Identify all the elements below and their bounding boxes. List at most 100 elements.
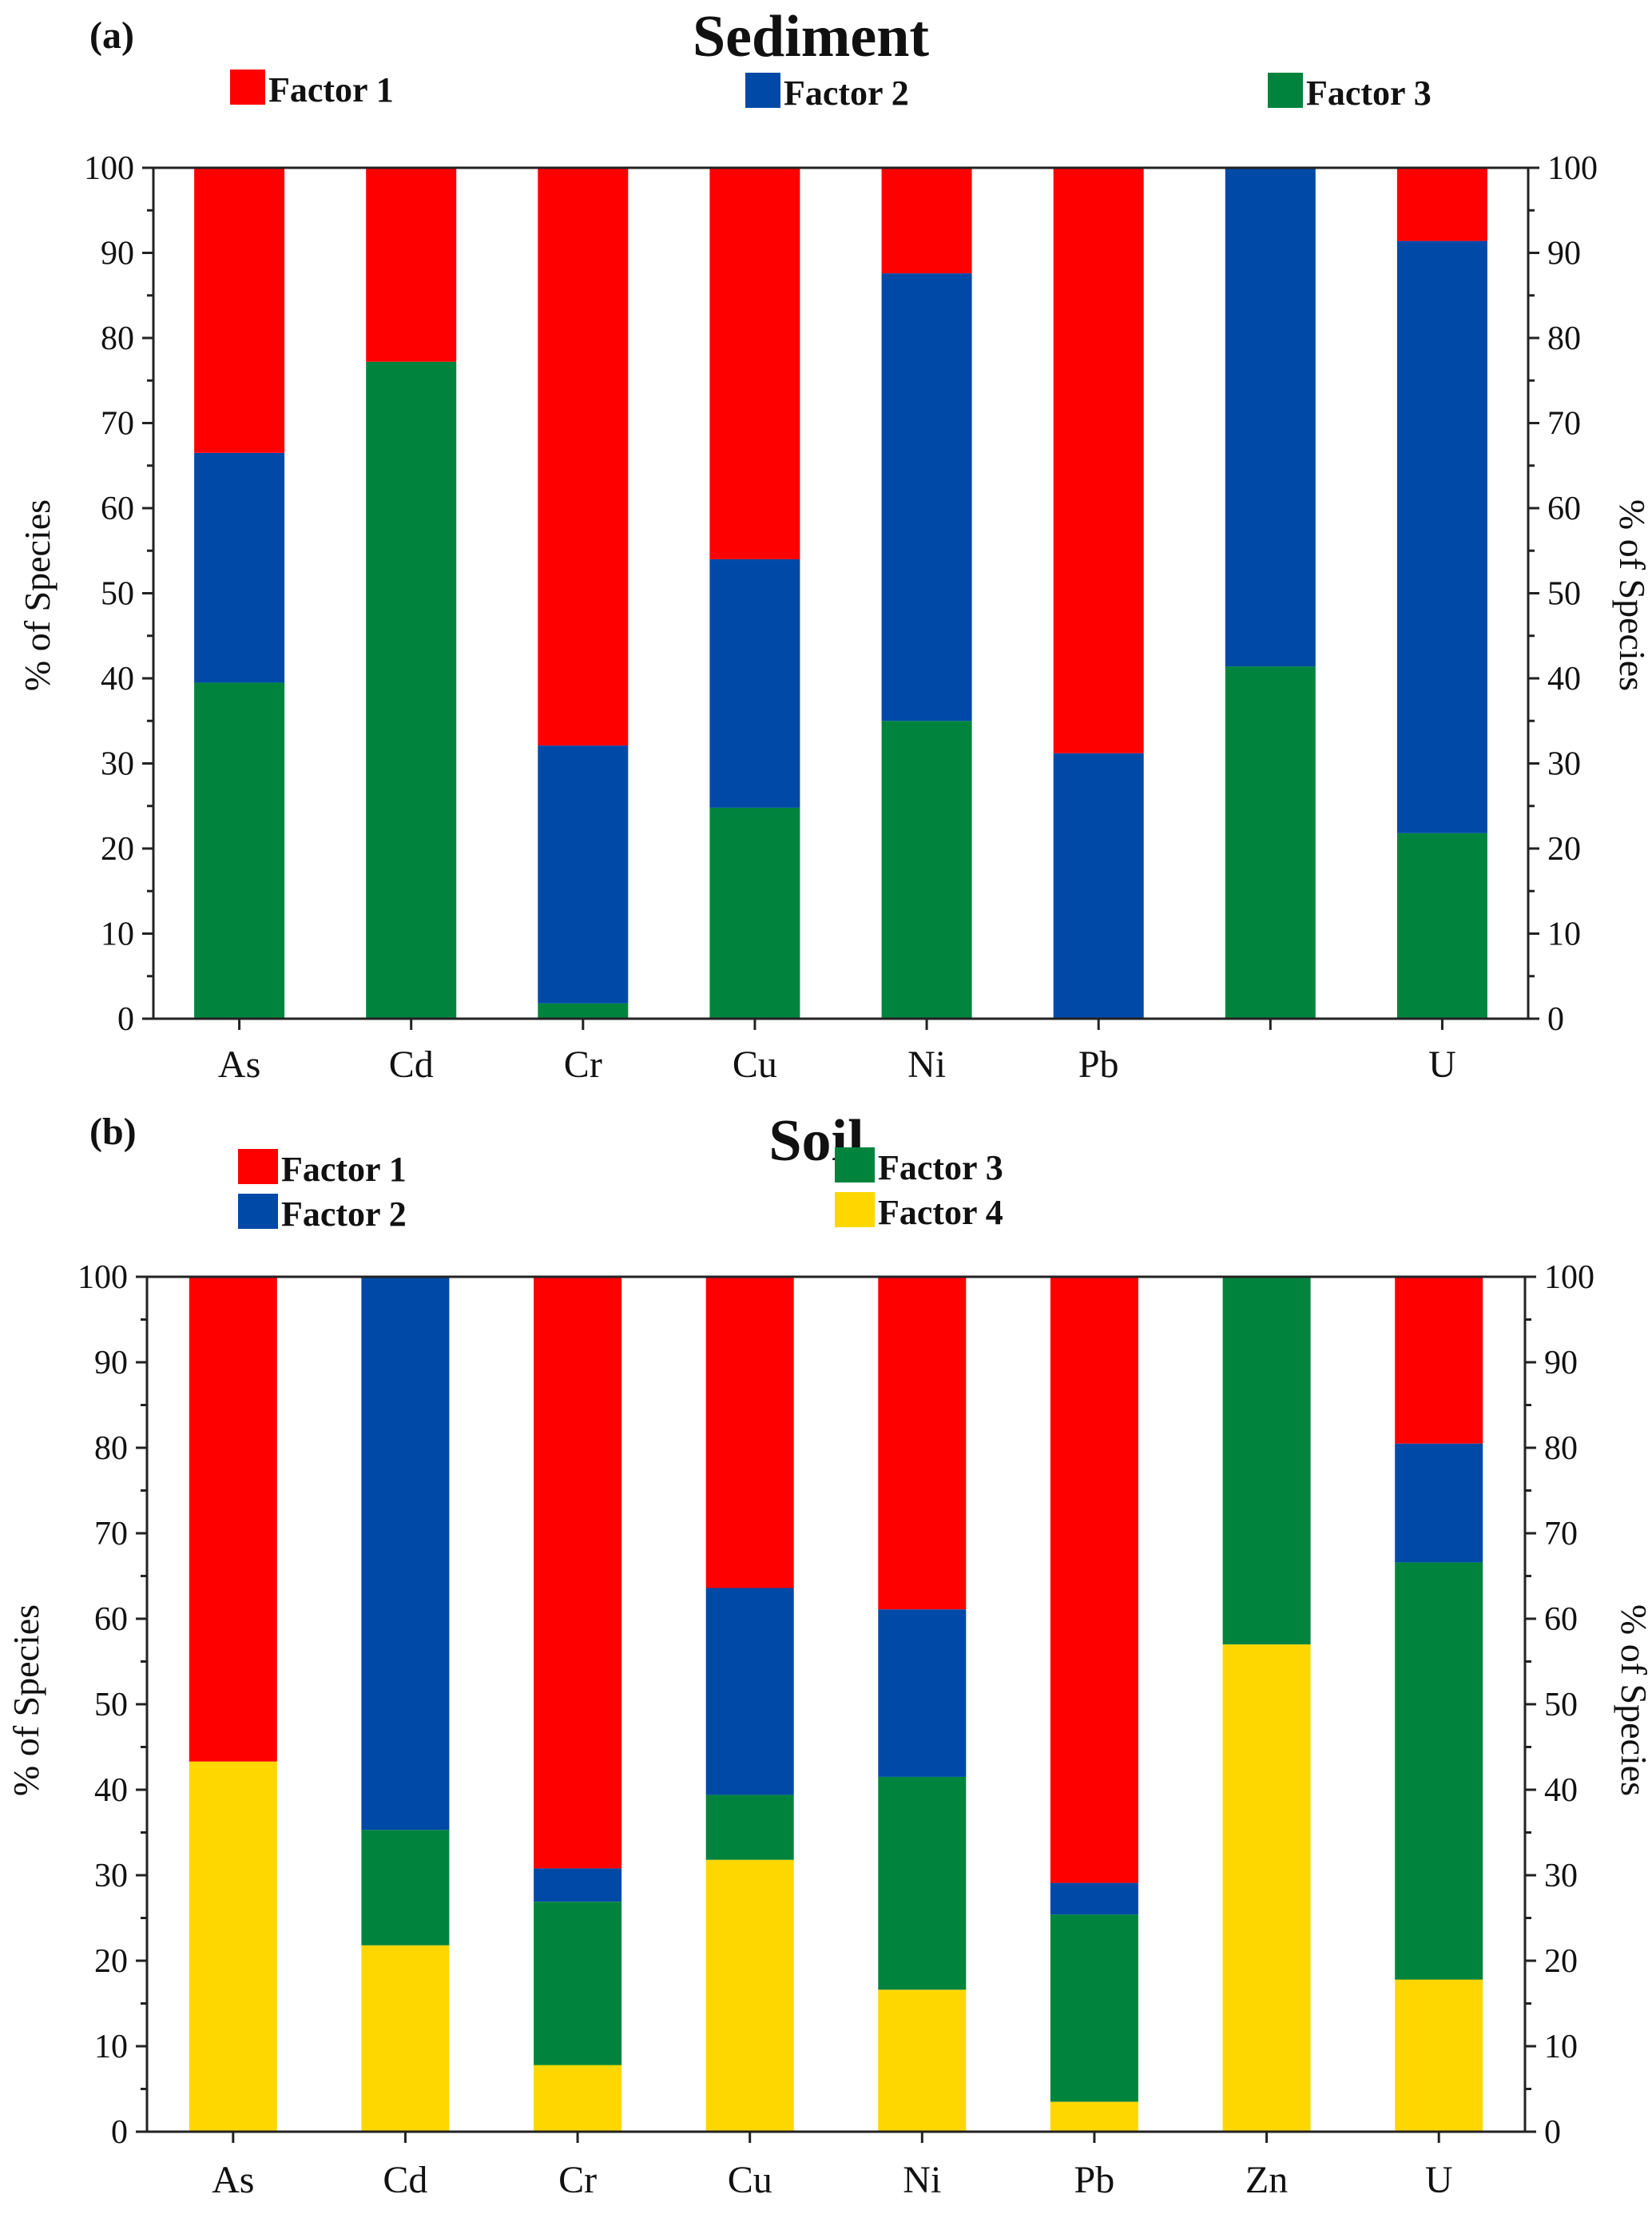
legend-swatch [238, 1149, 278, 1184]
legend-label: Factor 4 [878, 1193, 1003, 1232]
bar-segment-As-factor2 [194, 452, 285, 683]
y-tick-label-right: 70 [1544, 1516, 1578, 1552]
plot-frame [152, 166, 1530, 1020]
y-tick-label-left: 10 [101, 916, 134, 953]
bar-segment-Cr-factor2 [534, 1868, 622, 1902]
y-tick-label-right: 100 [1547, 150, 1598, 187]
y-tick-label-right: 40 [1544, 1772, 1578, 1809]
bar-segment-Cu-factor3 [705, 1795, 794, 1860]
x-tick-label: Cd [389, 1043, 434, 1086]
legend-swatch [230, 70, 265, 105]
legend-label: Factor 1 [281, 1150, 407, 1189]
bar-segment-Cr-factor1 [538, 168, 629, 746]
y-tick-label-left: 80 [94, 1430, 128, 1467]
axes: 0 0 10 10 20 20 30 30 40 40 50 50 60 60 70 70 80 80 90 90 10… [84, 150, 1598, 1038]
bar-segment-Cd-factor1 [366, 168, 457, 362]
legend-swatch [835, 1147, 875, 1183]
y-tick-label-right: 60 [1547, 491, 1581, 527]
y-tick-label-left: 70 [94, 1516, 128, 1552]
y-tick-label-right: 20 [1544, 1943, 1578, 1980]
bars: As Cd Cr Cu Ni Pb Zn U [189, 1277, 1483, 2201]
y-axis-label-right: % of Species [1614, 1604, 1652, 1796]
bar-segment-Zn-factor3 [1222, 1277, 1311, 1645]
bar-segment-Cr-factor2 [538, 745, 629, 1004]
bar-segment-Ni-factor2 [881, 273, 972, 721]
bar-segment-Cu-factor1 [705, 1277, 794, 1588]
x-tick-label: Pb [1078, 1043, 1119, 1086]
x-tick-label: Ni [903, 2159, 941, 2201]
bar-segment-Cr-factor3 [534, 1902, 622, 2065]
y-tick-label-left: 0 [117, 1001, 134, 1038]
panel-sediment: (a) Sediment Factor 1 Factor 2 Factor 3 As… [17, 4, 1652, 1086]
legend-swatch [238, 1194, 278, 1229]
legend-label: Factor 3 [1306, 74, 1432, 113]
bar-segment-Ni-factor4 [878, 1989, 967, 2132]
y-tick-label-left: 20 [101, 831, 134, 868]
y-tick-label-left: 70 [101, 406, 134, 443]
legend: Factor 1 Factor 2 Factor 3 Factor 4 [238, 1147, 1003, 1234]
legend-swatch [1268, 73, 1303, 108]
y-tick-label-left: 90 [101, 236, 134, 272]
y-tick-label-left: 10 [94, 2029, 128, 2065]
y-tick-label-right: 0 [1544, 2114, 1561, 2151]
legend-label: Factor 3 [878, 1148, 1003, 1187]
legend-swatch [835, 1192, 875, 1227]
bar-segment-As-factor1 [189, 1277, 277, 1762]
y-tick-label-right: 50 [1547, 576, 1581, 613]
bars: As Cd Cr Cu Ni Pb U [194, 168, 1487, 1086]
legend-swatch [745, 73, 780, 108]
bar-segment-Pb-factor3 [1050, 1914, 1138, 2102]
bar-segment-Cd-factor3 [366, 361, 457, 1019]
bar-segment-U-factor1 [1395, 1277, 1483, 1444]
legend-label: Factor 2 [784, 74, 909, 113]
bar-segment-U-factor3 [1396, 833, 1487, 1019]
bar-segment-Cu-factor3 [709, 807, 800, 1019]
y-tick-label-left: 50 [101, 576, 134, 613]
y-tick-label-left: 40 [101, 661, 134, 698]
y-tick-label-right: 90 [1547, 236, 1581, 272]
bar-segment-Cr-factor4 [534, 2065, 622, 2132]
legend-label: Factor 1 [268, 70, 394, 109]
panel-label: (b) [89, 1111, 137, 1153]
bar-segment-U-factor2 [1395, 1443, 1483, 1563]
x-tick-label: Ni [907, 1043, 946, 1086]
y-tick-label-left: 30 [101, 746, 134, 783]
bar-segment-U-factor1 [1396, 168, 1487, 241]
y-axis-label-left: % of Species [17, 499, 58, 691]
bar-segment-Cr-factor1 [534, 1277, 622, 1869]
y-tick-label-right: 0 [1547, 1001, 1564, 1038]
bar-segment-U-factor2 [1396, 240, 1487, 833]
bar-segment-Ni-factor3 [881, 721, 972, 1020]
y-tick-label-left: 50 [94, 1687, 128, 1723]
bar-segment-Ni-factor1 [878, 1277, 967, 1610]
x-tick-label: U [1425, 2159, 1453, 2201]
bar-segment-Cu-factor2 [709, 558, 800, 808]
bar-segment-As-factor1 [194, 168, 285, 453]
y-tick-label-right: 100 [1544, 1259, 1594, 1296]
legend-label: Factor 2 [281, 1194, 407, 1234]
y-tick-label-left: 90 [94, 1345, 128, 1381]
bar-segment-As-factor4 [189, 1761, 277, 2132]
bar-segment-Cd-factor3 [361, 1830, 450, 1946]
y-tick-label-right: 60 [1544, 1601, 1578, 1638]
y-tick-label-left: 30 [94, 1858, 128, 1894]
plot-frame [145, 1275, 1527, 2133]
bar-segment-Pb-factor2 [1053, 753, 1144, 1019]
x-tick-label: Cu [733, 1043, 777, 1086]
y-tick-label-left: 100 [84, 150, 134, 187]
bar-segment-Ni-factor1 [881, 168, 972, 274]
y-tick-label-left: 20 [94, 1943, 128, 1980]
bar-segment-Pb-factor1 [1053, 168, 1144, 753]
panel-label: (a) [89, 14, 134, 57]
bar-segment-Cd-factor4 [361, 1945, 450, 2132]
bar-segment-Pb-factor4 [1050, 2101, 1138, 2132]
bar-segment-Cu-factor1 [709, 168, 800, 559]
x-tick-label: Cu [728, 2159, 772, 2201]
axes: 0 0 10 10 20 20 30 30 40 40 50 50 60 60 70 70 80 80 90 90 10… [77, 1259, 1594, 2151]
bar-segment-Cu-factor2 [705, 1588, 794, 1795]
bar-segment-Pb-factor1 [1050, 1277, 1138, 1883]
bar-segment-Ni-factor2 [878, 1609, 967, 1777]
bar-segment-Zn-factor4 [1222, 1644, 1311, 2132]
y-tick-label-right: 10 [1544, 2029, 1578, 2065]
